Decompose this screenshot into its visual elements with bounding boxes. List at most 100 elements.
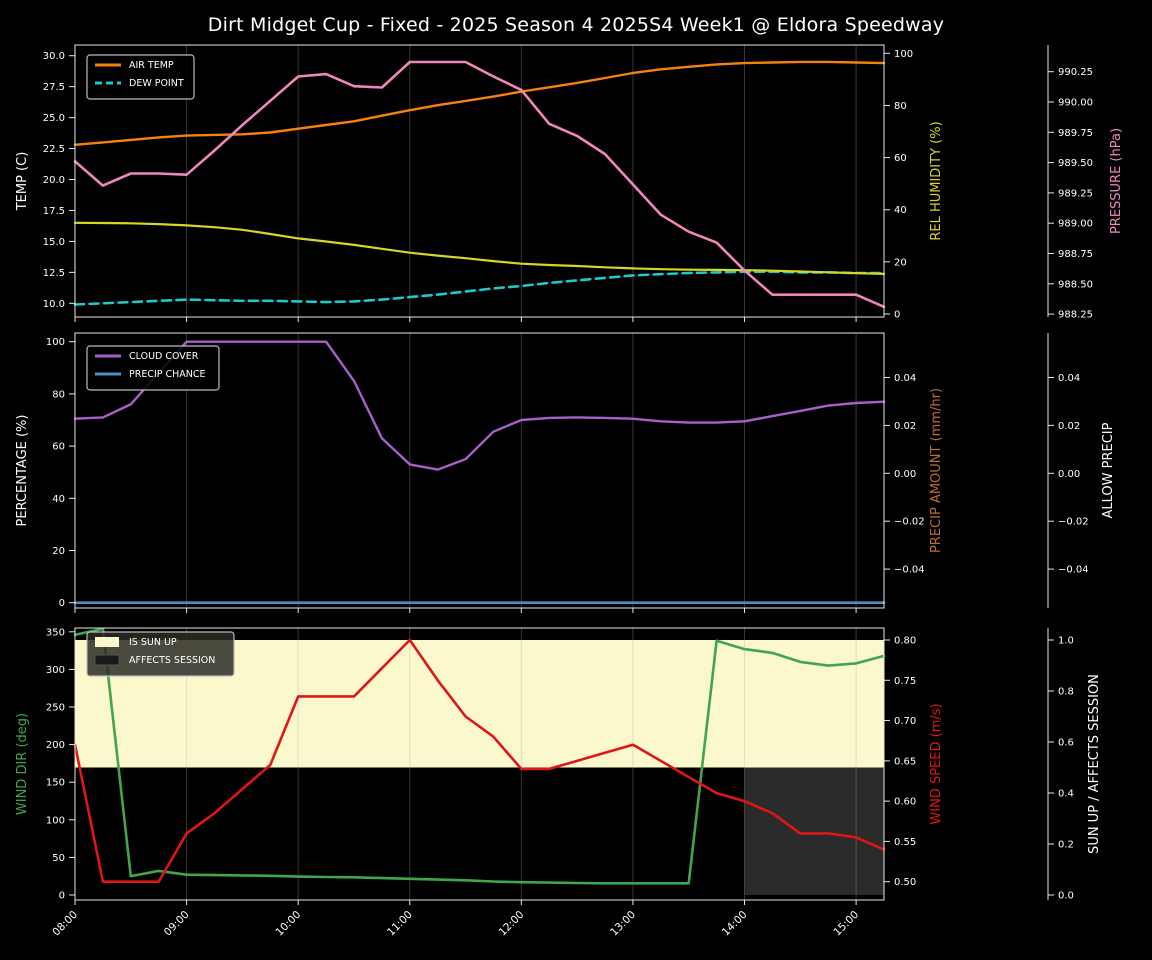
series-rel-humidity <box>73 221 886 275</box>
y-tick-label-left: 27.5 <box>43 82 65 93</box>
y-tick-label-right2: 989.00 <box>1058 219 1093 230</box>
plot-box <box>74 627 885 901</box>
chart-title: Dirt Midget Cup - Fixed - 2025 Season 4 … <box>207 14 945 36</box>
y-tick-label-right1: −0.04 <box>894 565 925 576</box>
y-tick-label-right1: 0.02 <box>894 421 916 432</box>
ylabel-left: TEMP (C) <box>15 152 30 212</box>
x-tick-label: 10:00 <box>273 909 303 939</box>
y-tick-label-right2: 989.50 <box>1058 158 1093 169</box>
series-wind-dir <box>73 627 886 885</box>
y-tick-label-right1: 80 <box>894 101 907 112</box>
y-tick-label-right1: 100 <box>894 49 913 60</box>
y-tick-label-left: 22.5 <box>43 144 65 155</box>
y-tick-label-right2: 0.2 <box>1058 840 1074 851</box>
y-tick-label-right1: 0.80 <box>894 636 916 647</box>
y-tick-label-right2: 0.0 <box>1058 891 1074 902</box>
legend-label: AFFECTS SESSION <box>129 655 215 666</box>
y-tick-label-left: 200 <box>46 740 65 751</box>
plot-box <box>74 332 885 609</box>
y-tick-label-left: 80 <box>52 389 65 400</box>
x-tick-label: 09:00 <box>162 909 192 939</box>
ylabel-right1: PRECIP AMOUNT (mm/hr) <box>929 388 944 553</box>
y-tick-label-right1: 0.50 <box>894 877 916 888</box>
ylabel-left: PERCENTAGE (%) <box>15 415 30 527</box>
y-tick-label-right2: 989.25 <box>1058 188 1093 199</box>
y-tick-label-left: 30.0 <box>43 51 65 62</box>
y-tick-label-right2: 988.25 <box>1058 310 1093 321</box>
y-tick-label-left: 12.5 <box>43 268 65 279</box>
y-tick-label-left: 17.5 <box>43 206 65 217</box>
legend-label: PRECIP CHANCE <box>129 369 206 380</box>
y-tick-label-left: 150 <box>46 778 65 789</box>
panel-precipitation: 100 80 60 40 20 0 PERCENTAGE (%) 0.04 0.02 0.00 −0… <box>15 332 1116 613</box>
y-tick-label-right1: 0.65 <box>894 756 916 767</box>
y-tick-label-right2: −0.02 <box>1058 517 1089 528</box>
series-pressure <box>73 60 886 309</box>
y-tick-label-left: 10.0 <box>43 299 65 310</box>
y-tick-label-left: 100 <box>46 815 65 826</box>
y-tick-label-right2: 0.04 <box>1058 373 1080 384</box>
panel-temperature: 30.0 27.5 25.0 22.5 20.0 17.5 15.0 12.5 10.0 TEMP… <box>15 44 1124 322</box>
legend-label: CLOUD COVER <box>129 351 199 362</box>
ylabel-left: WIND DIR (deg) <box>15 713 30 815</box>
legend-panel-wind-sun: IS SUN UP AFFECTS SESSION <box>86 631 235 677</box>
y-tick-label-left: 40 <box>52 494 65 505</box>
y-tick-label-right2: 1.0 <box>1058 636 1074 647</box>
y-tick-label-right1: 0.60 <box>894 797 916 808</box>
y-tick-label-right2: 990.25 <box>1058 67 1093 78</box>
y-tick-label-left: 25.0 <box>43 113 65 124</box>
y-tick-label-right2: 0.4 <box>1058 789 1074 800</box>
x-tick-label: 13:00 <box>608 909 638 939</box>
y-tick-label-left: 50 <box>52 853 65 864</box>
y-tick-label-right2: 989.75 <box>1058 128 1093 139</box>
y-tick-label-right2: 0.02 <box>1058 421 1080 432</box>
y-tick-label-left: 100 <box>46 337 65 348</box>
ylabel-right1: REL HUMIDITY (%) <box>929 121 944 240</box>
series-cloud-cover <box>73 340 886 471</box>
x-tick-label: 15:00 <box>831 909 861 939</box>
series-wind-speed <box>73 638 886 884</box>
legend-box <box>86 631 235 677</box>
y-tick-label-right2: 990.00 <box>1058 98 1093 109</box>
y-tick-label-left: 0 <box>59 891 65 902</box>
y-tick-label-right1: 0 <box>894 310 900 321</box>
legend-swatch <box>95 637 119 647</box>
y-tick-label-right2: 988.50 <box>1058 279 1093 290</box>
series-dew-point <box>73 270 886 306</box>
y-tick-label-right2: −0.04 <box>1058 565 1089 576</box>
legend-label: IS SUN UP <box>129 637 177 648</box>
y-tick-label-right2: 0.8 <box>1058 687 1074 698</box>
y-tick-label-left: 15.0 <box>43 237 65 248</box>
series-air-temp <box>73 60 886 147</box>
y-tick-label-right1: −0.02 <box>894 517 925 528</box>
y-tick-label-right1: 0.55 <box>894 837 916 848</box>
legend-panel-temperature: AIR TEMP DEW POINT <box>86 54 195 100</box>
y-tick-label-left: 250 <box>46 703 65 714</box>
y-tick-label-right1: 60 <box>894 153 907 164</box>
y-tick-label-right1: 0.70 <box>894 716 916 727</box>
y-tick-label-right2: 0.00 <box>1058 469 1080 480</box>
y-tick-label-right1: 0.75 <box>894 676 916 687</box>
y-tick-label-left: 350 <box>46 627 65 638</box>
y-tick-label-right1: 0.00 <box>894 469 916 480</box>
y-tick-label-left: 300 <box>46 665 65 676</box>
panel-wind-sun: 08:00 09:00 10:00 11:00 12:00 13:00 14:00 15:00… <box>15 627 1102 938</box>
x-tick-label: 08:00 <box>50 909 80 939</box>
y-tick-label-right1: 40 <box>894 205 907 216</box>
ylabel-right1: WIND SPEED (m/s) <box>929 703 944 824</box>
affects-session-band <box>744 767 884 895</box>
x-tick-label: 11:00 <box>385 909 415 939</box>
y-tick-label-right2: 0.6 <box>1058 738 1074 749</box>
legend-panel-precipitation: CLOUD COVER PRECIP CHANCE <box>86 345 220 391</box>
y-tick-label-right2: 988.75 <box>1058 249 1093 260</box>
y-tick-label-right1: 20 <box>894 257 907 268</box>
y-tick-label-left: 20 <box>52 546 65 557</box>
y-tick-label-left: 0 <box>59 598 65 609</box>
ylabel-right2: ALLOW PRECIP <box>1101 422 1116 518</box>
legend-label: DEW POINT <box>129 78 184 89</box>
plot-box <box>74 44 885 318</box>
x-tick-label: 12:00 <box>497 909 527 939</box>
legend-label: AIR TEMP <box>129 60 174 71</box>
